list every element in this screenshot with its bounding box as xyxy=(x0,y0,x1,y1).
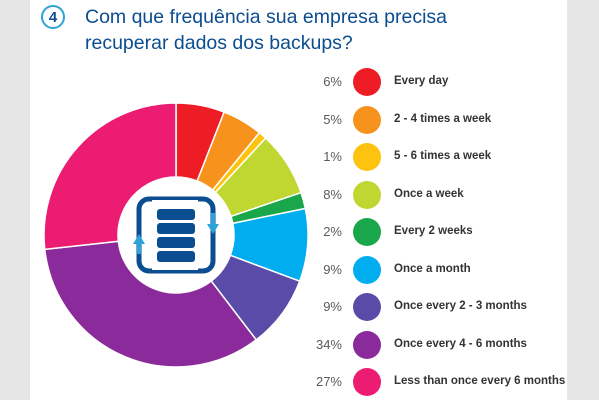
title-line-2: recuperar dados dos backups? xyxy=(85,32,353,54)
legend-item: 1% 5 - 6 times a week xyxy=(290,143,590,173)
legend-swatch xyxy=(353,293,381,321)
legend-item: 9% Once a month xyxy=(290,255,590,286)
legend-swatch xyxy=(353,218,381,246)
legend-item: 9% Once every 2 - 3 months xyxy=(290,293,590,323)
legend-label: Every day xyxy=(394,75,449,87)
legend-value: 2% xyxy=(323,224,342,239)
legend-value: 6% xyxy=(323,74,342,89)
legend-value: 9% xyxy=(323,261,342,277)
legend-item: 27% Less than once every 6 months xyxy=(290,368,590,398)
legend-label: Less than once every 6 months xyxy=(394,375,566,387)
legend-value: 9% xyxy=(323,299,342,314)
legend-swatch xyxy=(353,105,381,134)
legend-item: 5% 2 - 4 times a week xyxy=(290,105,590,136)
legend-label: Every 2 weeks xyxy=(394,225,473,237)
legend-swatch xyxy=(353,68,381,96)
chart-title: Com que frequência sua empresa precisa r… xyxy=(85,4,555,56)
legend-item: 34% Once every 4 - 6 months xyxy=(290,330,590,361)
legend-swatch xyxy=(353,180,381,209)
legend-label: Once every 2 - 3 months xyxy=(394,300,527,312)
legend-swatch xyxy=(353,255,381,284)
title-line-1: Com que frequência sua empresa precisa xyxy=(85,6,448,28)
legend-item: 8% Once a week xyxy=(290,180,590,211)
legend-label: Once a month xyxy=(394,262,471,275)
legend-item: 2% Every 2 weeks xyxy=(290,218,590,248)
legend-value: 8% xyxy=(323,186,342,202)
legend-value: 34% xyxy=(315,336,342,352)
legend-item: 6% Every day xyxy=(290,68,590,98)
database-backup-icon xyxy=(118,177,234,293)
legend-label: 2 - 4 times a week xyxy=(394,112,492,125)
legend-value: 5% xyxy=(323,111,342,127)
legend-label: 5 - 6 times a week xyxy=(394,150,492,162)
legend-swatch xyxy=(353,368,381,396)
legend-swatch xyxy=(353,330,381,359)
legend-label: Once every 4 - 6 months xyxy=(394,337,527,350)
legend-label: Once a week xyxy=(394,187,464,200)
legend-value: 27% xyxy=(315,374,342,389)
legend-swatch xyxy=(353,143,381,171)
legend-value: 1% xyxy=(323,149,342,164)
question-number-badge: 4 xyxy=(41,5,65,29)
